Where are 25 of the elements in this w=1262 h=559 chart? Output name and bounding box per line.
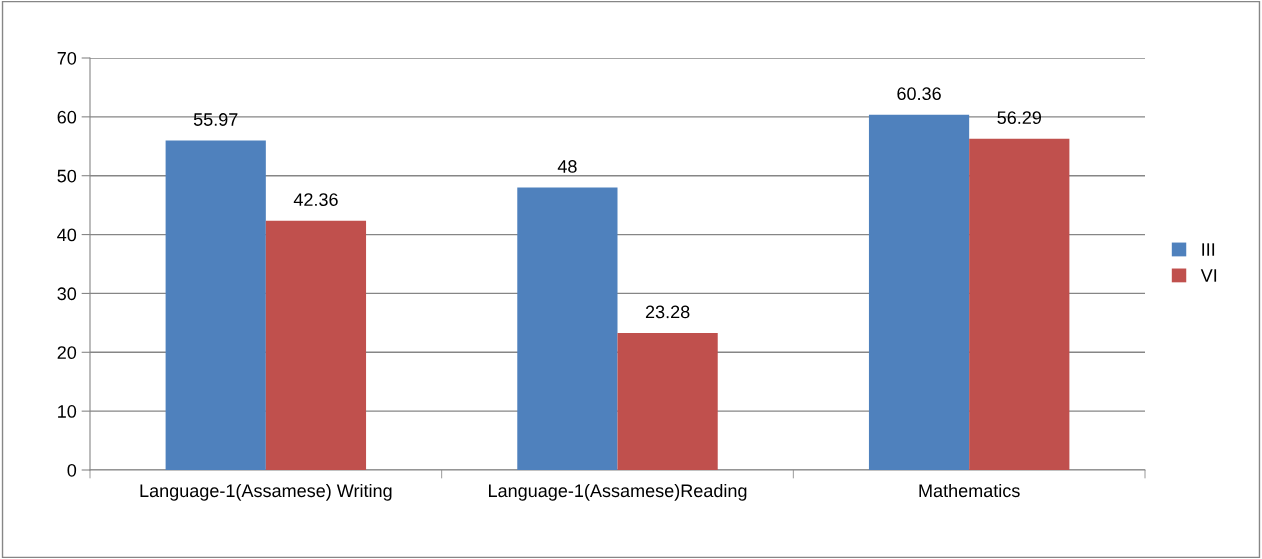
legend-label: III: [1202, 243, 1215, 256]
data-label: 55.97: [193, 113, 238, 126]
legend-label: VI: [1200, 269, 1217, 282]
data-label: 48: [557, 160, 577, 173]
x-tick-label: Language-1(Assamese)Reading: [489, 483, 747, 501]
data-label: 42.36: [293, 193, 338, 206]
data-label: 56.29: [997, 111, 1042, 125]
y-tick-label: 70: [57, 51, 77, 65]
y-tick-label: 50: [57, 169, 77, 183]
bar: [165, 140, 266, 470]
bar: [617, 332, 718, 470]
bar: [969, 138, 1070, 470]
data-label: 60.36: [897, 87, 941, 101]
data-label: 23.28: [645, 305, 690, 319]
x-tick-label: Mathematics: [919, 483, 1020, 498]
y-tick-label: 40: [57, 228, 77, 242]
y-tick-label: 10: [58, 405, 77, 418]
y-tick-label: 0: [67, 463, 77, 477]
bar: [868, 114, 970, 470]
bar: [265, 220, 367, 470]
y-tick-label: 30: [57, 287, 77, 301]
y-tick-label: 20: [57, 346, 77, 360]
x-tick-label: Language-1(Assamese) Writing: [140, 483, 392, 501]
bar: [517, 187, 618, 470]
y-tick-label: 60: [57, 110, 77, 124]
